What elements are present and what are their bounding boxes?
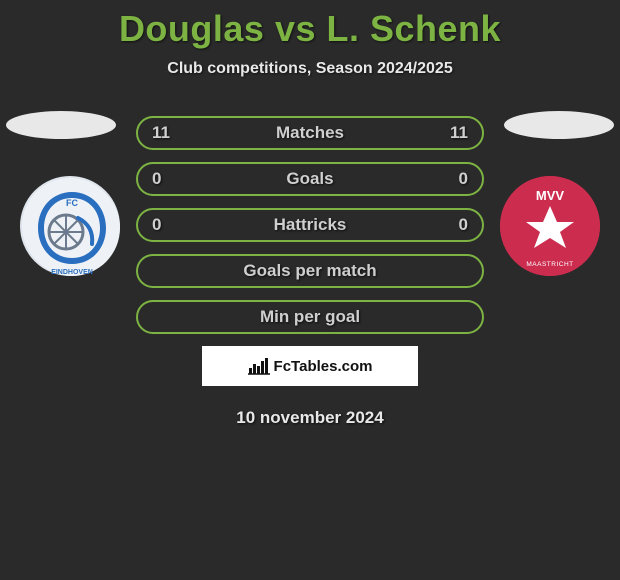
club-badge-left: FC EINDHOVEN [20,176,120,276]
svg-text:MVV: MVV [536,188,565,203]
brand-suffix: Tables.com [291,358,372,375]
stat-left-value: 11 [152,123,178,143]
footer-date: 10 november 2024 [0,408,620,428]
stat-label: Goals [138,169,482,189]
stat-row-goals: 0 Goals 0 [136,162,484,196]
comparison-panel: FC EINDHOVEN MVV MAASTRICHT 11 Matches 1… [0,116,620,428]
stat-left-value: 0 [152,169,178,189]
brand-prefix: Fc [274,358,292,375]
svg-text:FC: FC [66,198,78,208]
brand-text: FcTables.com [274,358,373,375]
stat-left-value: 0 [152,215,178,235]
page-title: Douglas vs L. Schenk [0,0,620,50]
stat-row-goals-per-match: Goals per match [136,254,484,288]
stat-label: Matches [138,123,482,143]
stat-row-min-per-goal: Min per goal [136,300,484,334]
player-right-photo-placeholder [504,111,614,139]
stat-right-value: 11 [442,123,468,143]
player-left-photo-placeholder [6,111,116,139]
club-badge-right: MVV MAASTRICHT [500,176,600,276]
stat-label: Min per goal [260,307,360,327]
page-subtitle: Club competitions, Season 2024/2025 [0,60,620,78]
svg-text:EINDHOVEN: EINDHOVEN [51,269,93,276]
stat-row-hattricks: 0 Hattricks 0 [136,208,484,242]
stat-row-matches: 11 Matches 11 [136,116,484,150]
stat-right-value: 0 [442,169,468,189]
stats-list: 11 Matches 11 0 Goals 0 0 Hattricks 0 Go… [136,116,484,334]
stat-label: Hattricks [138,215,482,235]
mvv-logo-icon: MVV MAASTRICHT [500,176,600,276]
brand-badge: FcTables.com [202,346,418,386]
bars-icon [248,357,270,375]
svg-text:MAASTRICHT: MAASTRICHT [526,261,573,268]
stat-right-value: 0 [442,215,468,235]
stat-label: Goals per match [243,261,376,281]
fc-eindhoven-logo-icon: FC EINDHOVEN [22,178,122,278]
